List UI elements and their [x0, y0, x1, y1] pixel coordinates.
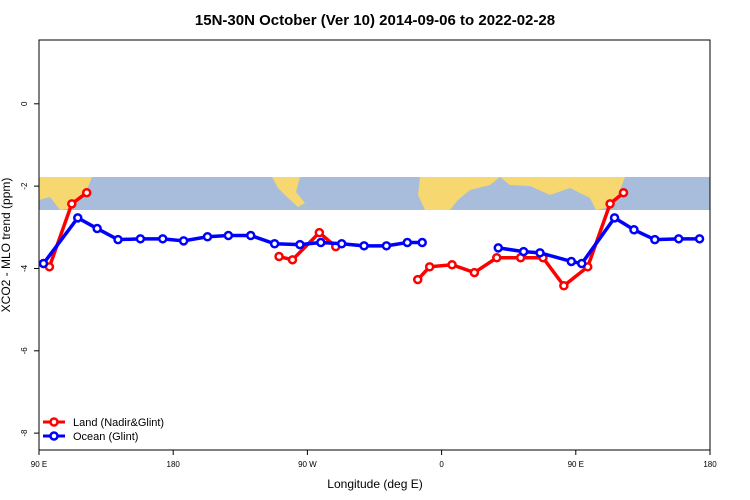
data-point: [650, 234, 660, 245]
data-point: [135, 234, 146, 244]
map-band: [39, 177, 710, 210]
data-point: [609, 213, 620, 223]
data-point: [629, 225, 639, 235]
data-point: [694, 234, 705, 244]
data-point: [223, 230, 234, 241]
data-point: [535, 248, 545, 258]
data-point: [92, 223, 102, 234]
data-point: [336, 239, 347, 249]
y-tick-label: -4: [20, 264, 29, 272]
x-tick-label: 180: [167, 460, 181, 469]
data-point: [559, 281, 569, 291]
legend-marker: [49, 417, 59, 427]
legend-marker: [49, 431, 59, 441]
x-tick-label: 90 E: [568, 460, 584, 469]
data-point: [38, 258, 49, 269]
data-point: [469, 267, 480, 278]
data-point: [202, 232, 213, 242]
data-point: [314, 227, 325, 238]
legend-label: Land (Nadir&Glint): [73, 417, 164, 429]
data-point: [412, 274, 423, 285]
x-tick-label: 0: [439, 460, 444, 469]
data-point: [274, 251, 284, 262]
y-tick-label: -8: [20, 429, 29, 437]
data-point: [269, 239, 280, 249]
data-point: [158, 234, 168, 244]
data-point: [618, 187, 629, 198]
legend-label: Ocean (Glint): [73, 431, 138, 443]
data-point: [245, 230, 256, 241]
data-point: [492, 253, 502, 263]
data-point: [67, 199, 77, 209]
x-tick-label: 90 W: [298, 460, 317, 469]
data-point: [73, 213, 83, 223]
data-point: [673, 234, 684, 244]
plot-frame: [38, 39, 711, 451]
data-point: [295, 239, 305, 250]
data-point: [518, 246, 529, 257]
data-point: [417, 237, 427, 248]
data-point: [402, 237, 413, 248]
y-axis-label: XCO2 - MLO trend (ppm): [0, 178, 13, 313]
data-point: [359, 241, 369, 251]
data-point: [424, 262, 435, 272]
data-point: [577, 258, 587, 269]
x-axis-label: Longitude (deg E): [327, 477, 422, 491]
data-point: [81, 187, 92, 198]
data-point: [381, 241, 392, 251]
data-point: [447, 260, 457, 270]
chart-title: 15N-30N October (Ver 10) 2014-09-06 to 2…: [195, 12, 555, 29]
data-point: [316, 237, 326, 248]
data-point: [287, 255, 298, 265]
x-tick-label: 90 E: [31, 460, 47, 469]
data-point: [178, 236, 189, 246]
y-tick-label: -2: [20, 182, 29, 190]
x-tick-label: 180: [703, 460, 717, 469]
y-tick-label: 0: [20, 101, 29, 106]
data-point: [605, 199, 615, 209]
data-point: [113, 234, 123, 245]
data-point: [493, 243, 504, 253]
data-point: [566, 256, 577, 267]
y-tick-label: -6: [20, 347, 29, 355]
